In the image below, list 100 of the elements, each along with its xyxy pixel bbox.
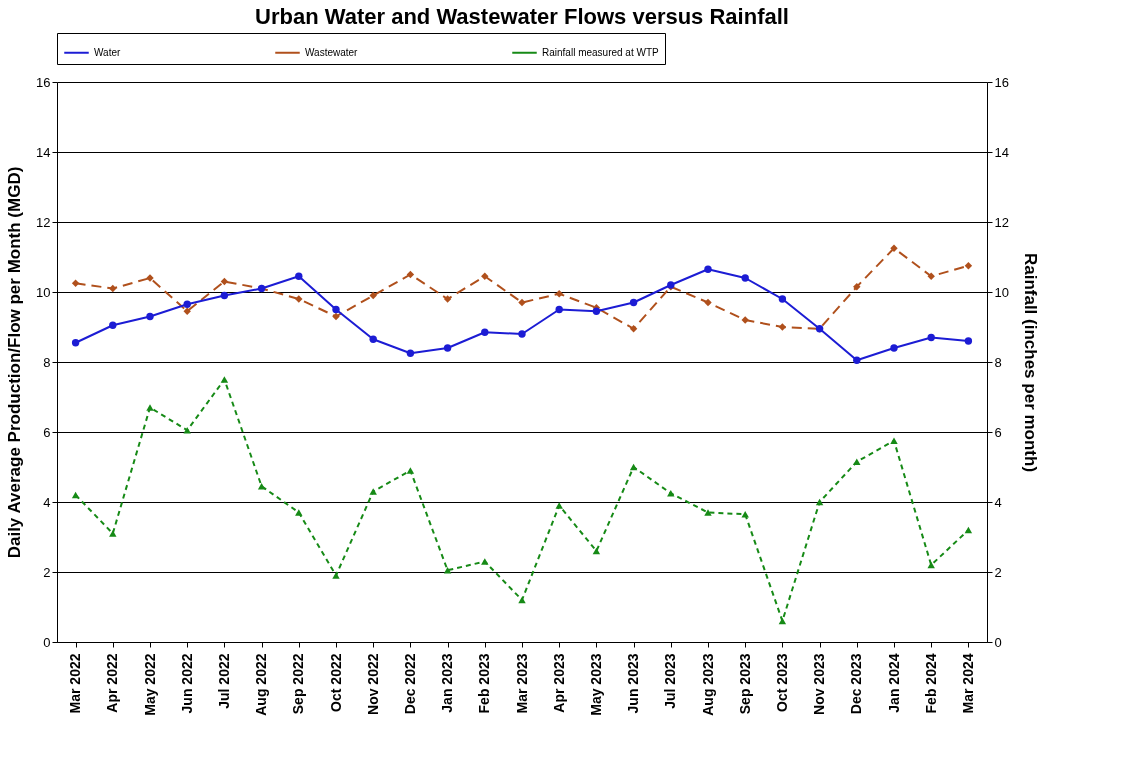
point bbox=[592, 547, 601, 555]
point bbox=[332, 305, 340, 314]
point bbox=[220, 277, 229, 286]
x-tick-label: Apr 2022 bbox=[104, 653, 121, 713]
y-tick-label: 4 bbox=[43, 494, 51, 510]
point bbox=[146, 312, 154, 321]
point bbox=[704, 298, 712, 307]
chart-title: Urban Water and Wastewater Flows versus Rainfall bbox=[255, 3, 789, 29]
x-tick-label: Mar 2023 bbox=[513, 653, 530, 714]
legend-label: Water bbox=[94, 46, 121, 58]
x-tick-label: Jun 2023 bbox=[625, 653, 642, 714]
point bbox=[964, 262, 973, 270]
point bbox=[443, 295, 452, 303]
point bbox=[778, 617, 787, 625]
x-tick-label: May 2022 bbox=[141, 653, 158, 716]
x-tick-label: Jan 2023 bbox=[439, 653, 456, 713]
y2-tick-label: 12 bbox=[994, 214, 1009, 230]
x-tick-label: Oct 2022 bbox=[327, 653, 344, 712]
point bbox=[369, 488, 377, 495]
legend-label: Wastewater bbox=[305, 46, 359, 58]
point bbox=[406, 467, 415, 474]
y2-tick-label: 4 bbox=[994, 494, 1002, 510]
y2-tick-label: 14 bbox=[994, 144, 1009, 160]
point bbox=[778, 295, 787, 303]
point bbox=[220, 291, 229, 300]
x-tick-label: Sep 2023 bbox=[736, 653, 753, 715]
point bbox=[964, 337, 973, 345]
point bbox=[518, 596, 526, 604]
point bbox=[295, 272, 303, 280]
point bbox=[555, 290, 563, 298]
y-tick-label: 0 bbox=[43, 634, 51, 650]
point bbox=[927, 333, 935, 342]
y-tick-label: 2 bbox=[43, 564, 51, 580]
point bbox=[778, 323, 787, 331]
point bbox=[183, 307, 191, 315]
y-tick-label: 8 bbox=[43, 354, 51, 370]
point bbox=[406, 270, 415, 279]
point bbox=[704, 265, 712, 273]
y2-tick-label: 2 bbox=[994, 564, 1002, 580]
point bbox=[332, 572, 340, 579]
point bbox=[71, 491, 80, 499]
point bbox=[443, 344, 452, 352]
point bbox=[481, 272, 489, 280]
point bbox=[853, 283, 861, 291]
point bbox=[964, 526, 973, 534]
x-tick-label: Apr 2023 bbox=[550, 653, 567, 713]
legend-label: Rainfall measured at WTP bbox=[542, 46, 660, 58]
point bbox=[704, 509, 712, 516]
point bbox=[555, 305, 563, 314]
y-tick-label: 16 bbox=[36, 74, 51, 90]
x-tick-label: Aug 2023 bbox=[699, 653, 716, 716]
point bbox=[71, 279, 80, 287]
point bbox=[481, 558, 489, 565]
x-tick-label: Nov 2023 bbox=[811, 653, 828, 715]
x-tick-label: Jun 2022 bbox=[178, 653, 195, 714]
point bbox=[109, 321, 117, 329]
y2-tick-label: 6 bbox=[994, 424, 1002, 440]
x-tick-label: Aug 2022 bbox=[253, 653, 270, 716]
point bbox=[481, 328, 489, 336]
y-tick-label: 14 bbox=[36, 144, 51, 160]
point bbox=[890, 437, 898, 444]
x-tick-label: Jul 2023 bbox=[662, 653, 679, 709]
point bbox=[295, 509, 303, 516]
y-tick-label: 6 bbox=[43, 424, 51, 440]
point bbox=[629, 298, 638, 307]
point bbox=[369, 335, 377, 343]
x-tick-label: Dec 2022 bbox=[401, 653, 418, 715]
y-tick-label: 12 bbox=[36, 214, 51, 230]
x-tick-label: Mar 2022 bbox=[67, 653, 84, 714]
x-tick-label: Feb 2023 bbox=[476, 653, 493, 714]
point bbox=[629, 463, 638, 471]
y-axis-title: Daily Average Production/Flow per Month (MGD) bbox=[5, 166, 25, 559]
x-tick-label: Oct 2023 bbox=[773, 653, 790, 712]
point bbox=[741, 274, 749, 282]
point bbox=[332, 312, 340, 321]
point bbox=[220, 376, 229, 383]
point bbox=[555, 502, 563, 509]
y2-tick-label: 10 bbox=[994, 284, 1009, 300]
x-tick-label: Dec 2023 bbox=[848, 653, 865, 715]
y2-tick-label: 8 bbox=[994, 354, 1002, 370]
y2-tick-label: 0 bbox=[994, 634, 1002, 650]
point bbox=[815, 498, 824, 506]
point bbox=[109, 530, 117, 537]
point bbox=[518, 298, 526, 307]
point bbox=[109, 284, 117, 293]
x-tick-label: Jan 2024 bbox=[885, 653, 902, 713]
x-tick-label: Feb 2024 bbox=[922, 653, 939, 714]
point bbox=[629, 325, 638, 333]
point bbox=[369, 291, 377, 300]
point bbox=[890, 344, 898, 352]
point bbox=[518, 330, 526, 338]
point bbox=[927, 561, 935, 569]
x-tick-label: Jul 2022 bbox=[215, 653, 232, 709]
x-tick-label: Sep 2022 bbox=[290, 653, 307, 715]
point bbox=[853, 356, 861, 364]
y-tick-label: 10 bbox=[36, 284, 51, 300]
x-tick-label: May 2023 bbox=[587, 653, 604, 716]
point bbox=[183, 300, 191, 308]
x-tick-label: Nov 2022 bbox=[364, 653, 381, 715]
y2-tick-label: 16 bbox=[994, 74, 1009, 90]
